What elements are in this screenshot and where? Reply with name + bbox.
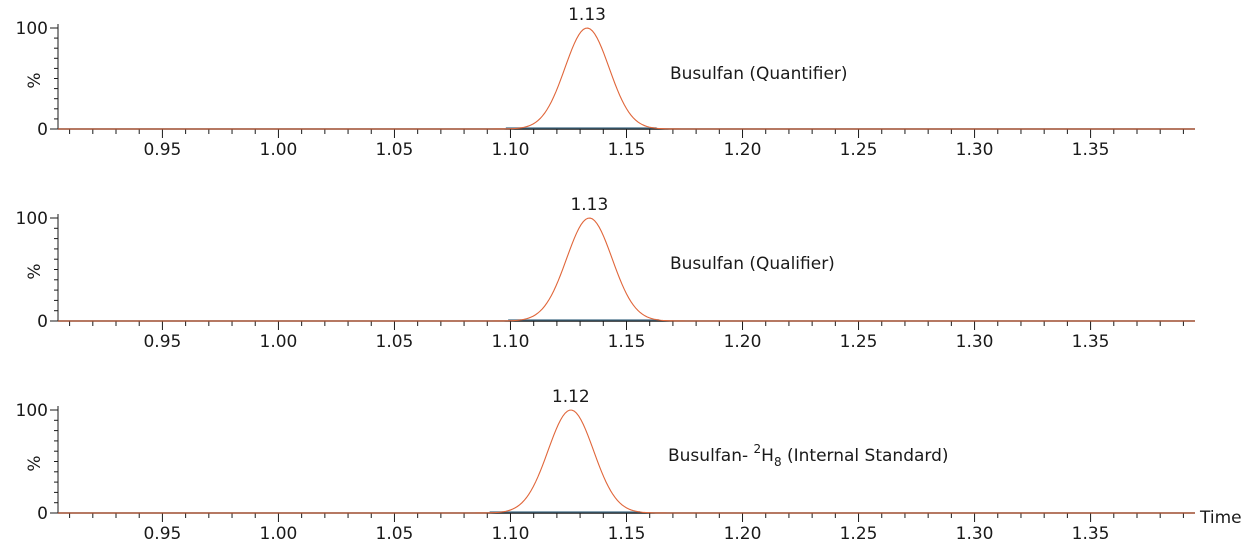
x-tick-label: 1.05 (376, 332, 414, 352)
x-tick-label: 1.00 (260, 332, 298, 352)
y-tick-label: 0 (37, 120, 48, 140)
x-axis-label: Time (1199, 508, 1242, 528)
x-tick-label: 1.20 (724, 524, 762, 544)
x-tick-label: 0.95 (143, 524, 181, 544)
x-tick-label: 1.15 (608, 140, 646, 160)
y-tick-label: 100 (16, 19, 48, 39)
x-tick-label: 1.25 (840, 332, 878, 352)
y-tick-label: 100 (16, 401, 48, 421)
y-axis-label: % (25, 263, 45, 279)
x-tick-label: 1.35 (1072, 140, 1110, 160)
x-tick-label: 1.30 (956, 524, 994, 544)
x-tick-label: 1.20 (724, 140, 762, 160)
x-tick-label: 1.15 (608, 332, 646, 352)
compound-label: Busulfan (Qualifier) (670, 254, 835, 274)
chart-panel-1: 100 0% 0.95 1.00 1.05 1.10 1.15 1.20 1.25 1.30 1.3… (16, 5, 1195, 160)
x-tick-label: 1.35 (1072, 524, 1110, 544)
x-tick-label: 1.15 (608, 524, 646, 544)
compound-label: Busulfan- 2H8 (Internal Standard) (668, 442, 949, 469)
x-tick-label: 1.05 (376, 140, 414, 160)
x-tick-label: 1.25 (840, 140, 878, 160)
x-tick-label: 1.30 (956, 332, 994, 352)
peak-label: 1.13 (570, 195, 608, 215)
x-tick-label: 0.95 (143, 140, 181, 160)
y-axis-label: % (25, 72, 45, 88)
chromatogram-trace (58, 217, 1195, 322)
x-tick-label: 1.10 (492, 524, 530, 544)
peak-label: 1.13 (568, 5, 606, 25)
x-tick-label: 1.05 (376, 524, 414, 544)
x-tick-label: 1.25 (840, 524, 878, 544)
x-tick-label: 1.00 (260, 140, 298, 160)
y-tick-label: 0 (37, 312, 48, 332)
chromatogram-trace (58, 27, 1195, 130)
x-tick-label: 1.35 (1072, 332, 1110, 352)
x-tick-label: 1.30 (956, 140, 994, 160)
compound-label: Busulfan (Quantifier) (670, 64, 848, 84)
x-tick-label: 1.10 (492, 332, 530, 352)
chart-panel-3: 100 0% 0.95 1.00 1.05 1.10 1.15 1.20 1.25 1.30 1.3… (16, 387, 1242, 544)
chromatogram-trace (58, 409, 1195, 514)
x-tick-label: 1.10 (492, 140, 530, 160)
y-axis-label: % (25, 455, 45, 471)
y-tick-label: 0 (37, 504, 48, 524)
y-tick-label: 100 (16, 209, 48, 229)
chart-panel-2: 100 0% 0.95 1.00 1.05 1.10 1.15 1.20 1.25 1.30 1.3… (16, 195, 1195, 352)
peak-label: 1.12 (552, 387, 590, 407)
x-tick-label: 0.95 (143, 332, 181, 352)
x-tick-label: 1.00 (260, 524, 298, 544)
x-tick-label: 1.20 (724, 332, 762, 352)
